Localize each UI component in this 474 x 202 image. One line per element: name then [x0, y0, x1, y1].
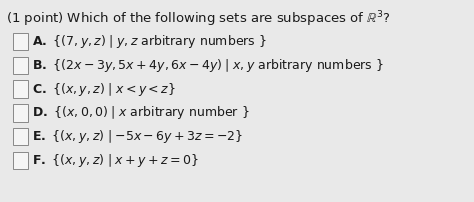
Text: $\mathbf{A.}$ $\{(7, y, z) \mid y, z$ arbitrary numbers $\}$: $\mathbf{A.}$ $\{(7, y, z) \mid y, z$ ar…	[32, 33, 267, 50]
Text: $\mathbf{C.}$ $\{(x, y, z) \mid x < y < z\}$: $\mathbf{C.}$ $\{(x, y, z) \mid x < y < …	[32, 81, 176, 98]
Text: (1 point) Which of the following sets are subspaces of $\mathbb{R}^3$?: (1 point) Which of the following sets ar…	[6, 9, 391, 29]
Text: $\mathbf{D.}$ $\{(x, 0, 0) \mid x$ arbitrary number $\}$: $\mathbf{D.}$ $\{(x, 0, 0) \mid x$ arbit…	[32, 104, 250, 121]
Bar	[13, 33, 28, 50]
Bar	[13, 80, 28, 98]
Bar	[13, 152, 28, 169]
Bar	[13, 104, 28, 121]
Text: $\mathbf{F.}$ $\{(x, y, z) \mid x + y + z = 0\}$: $\mathbf{F.}$ $\{(x, y, z) \mid x + y + …	[32, 152, 199, 169]
Text: $\mathbf{B.}$ $\{(2x - 3y, 5x + 4y, 6x - 4y) \mid x, y$ arbitrary numbers $\}$: $\mathbf{B.}$ $\{(2x - 3y, 5x + 4y, 6x -…	[32, 57, 384, 74]
Bar	[13, 57, 28, 74]
Text: $\mathbf{E.}$ $\{(x, y, z) \mid {-5x} - 6y + 3z = {-2}\}$: $\mathbf{E.}$ $\{(x, y, z) \mid {-5x} - …	[32, 128, 244, 145]
Bar	[13, 128, 28, 145]
